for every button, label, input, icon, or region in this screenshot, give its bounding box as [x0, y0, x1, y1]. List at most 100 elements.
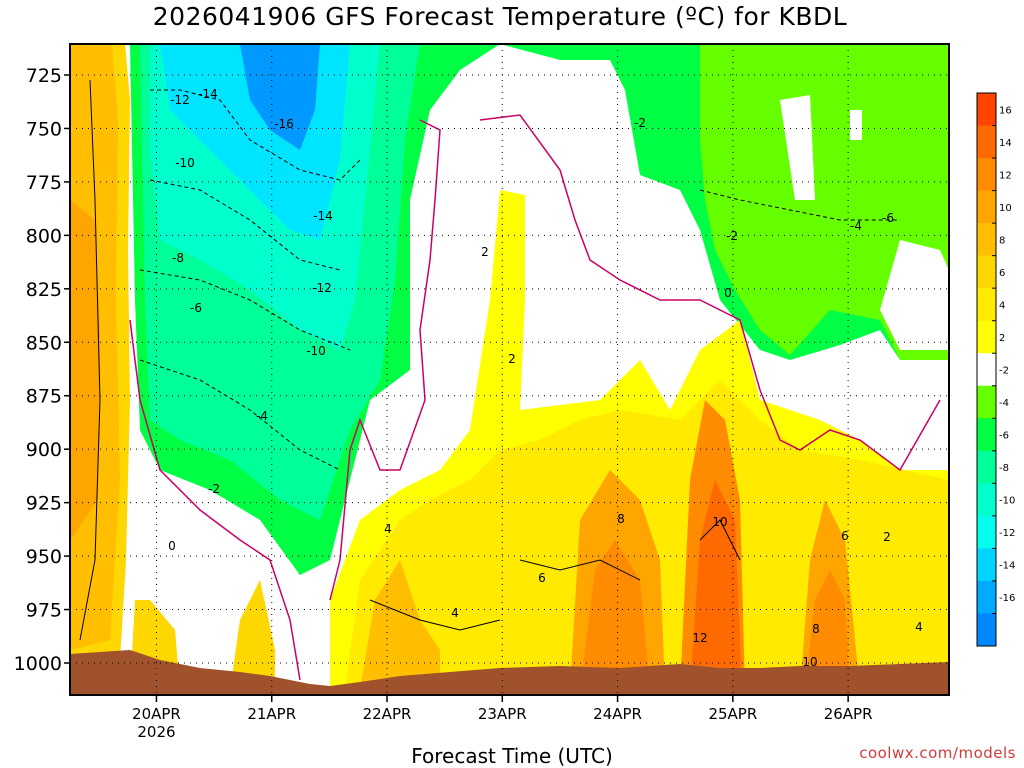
y-tick-label: 950 [26, 546, 62, 568]
warm-region-orange-5 [690, 480, 742, 690]
colorbar-tick-label: 16 [999, 105, 1012, 116]
warm-region-orange-7 [805, 570, 850, 690]
contour-label: 0 [168, 539, 176, 553]
colorbar-segment [977, 158, 996, 192]
contour-label: -2 [726, 229, 738, 243]
colorbar-segment [977, 483, 996, 517]
colorbar-tick-label: 6 [999, 268, 1005, 279]
contour-label: -10 [306, 344, 326, 358]
y-tick-label: 975 [26, 600, 62, 622]
contour-zero-line [329, 119, 441, 601]
contour-label: 10 [712, 515, 727, 529]
x-tick-label: 20APR [132, 705, 181, 723]
colorbar-segment [977, 613, 996, 647]
warm-region-orange-8 [230, 580, 275, 690]
colorbar-tick-label: -2 [999, 366, 1009, 377]
colorbar-segment [977, 255, 996, 289]
colorbar-tick-label: -12 [999, 528, 1015, 539]
colorbar-segment [977, 548, 996, 582]
contour-label: 4 [915, 620, 923, 634]
contour-label: -10 [175, 156, 195, 170]
ground [70, 650, 949, 695]
colorbar-tick-label: 2 [999, 333, 1005, 344]
colorbar-tick-label: -8 [999, 463, 1009, 474]
credit-text: coolwx.com/models [859, 744, 1016, 762]
y-tick-label: 825 [26, 279, 62, 301]
contour-label: -6 [190, 301, 202, 315]
x-tick-label: 24APR [593, 705, 642, 723]
y-tick-label: 800 [26, 225, 62, 247]
colorbar-segment [977, 450, 996, 484]
contour-label: 8 [812, 622, 820, 636]
contour-label: -12 [170, 93, 190, 107]
colorbar-segment [977, 320, 996, 354]
colorbar-segment [977, 385, 996, 419]
colorbar-tick-label: 10 [999, 203, 1012, 214]
contour-label: 6 [538, 571, 546, 585]
contour-label: 4 [451, 606, 459, 620]
colorbar-segment [977, 353, 996, 387]
contour-label: 2 [883, 530, 891, 544]
contour-label: -14 [313, 209, 333, 223]
colorbar-segment [977, 223, 996, 257]
x-tick-label: 25APR [708, 705, 757, 723]
warm-region-left-hot [70, 200, 100, 540]
chart-title: 2026041906 GFS Forecast Temperature (ºC)… [152, 2, 848, 31]
y-tick-label: 775 [26, 172, 62, 194]
colorbar-segment [977, 515, 996, 549]
contour-label: 2 [481, 245, 489, 259]
contour-label: -14 [198, 87, 218, 101]
contour-label: 10 [802, 655, 817, 669]
contour-label: 8 [617, 512, 625, 526]
colorbar-tick-label: -14 [999, 561, 1015, 572]
colorbar-segment [977, 93, 996, 127]
colorbar-tick-label: 12 [999, 170, 1012, 181]
contour-label: -4 [256, 409, 268, 423]
contour-label: -2 [634, 116, 646, 130]
colorbar-frame [976, 92, 997, 647]
y-axis: 725 750 775 800 825 850 875 900 925 950 975 1000 [14, 65, 70, 675]
warm-region-orange-3 [580, 540, 650, 690]
colorbar: 16 14 12 10 8 6 4 2 -2 -4 -6 -8 -10 -12 -14 -16 [976, 92, 1015, 647]
colorbar-tick-label: 8 [999, 235, 1005, 246]
colorbar-segment [977, 288, 996, 322]
x-axis-label: Forecast Time (UTC) [411, 744, 613, 768]
x-tick-sublabel: 2026 [137, 723, 175, 741]
contour-label: -6 [882, 211, 894, 225]
warm-region-orange-1 [360, 560, 440, 690]
contour-labels: -16 -14 -12 -10 -8 -6 -4 -2 0 2 4 6 8 10 12 -10 -12 -14 -2… [168, 87, 923, 669]
y-tick-label: 750 [26, 118, 62, 140]
contour-label: -2 [208, 482, 220, 496]
contour-lines [79, 79, 941, 681]
x-tick-label: 22APR [363, 705, 412, 723]
contour-label: 2 [508, 352, 516, 366]
contour-label: 12 [692, 631, 707, 645]
contour-label: -12 [312, 281, 332, 295]
colorbar-segment [977, 125, 996, 159]
x-tick-label: 21APR [247, 705, 296, 723]
colorbar-tick-label: -4 [999, 398, 1009, 409]
colorbar-tick-label: 4 [999, 300, 1005, 311]
colorbar-segment [977, 580, 996, 614]
contour-label: -4 [850, 219, 862, 233]
y-tick-label: 850 [26, 332, 62, 354]
cold-region-right [700, 44, 949, 360]
colorbar-segment [977, 190, 996, 224]
colorbar-segment [977, 418, 996, 452]
contour-zero-line-2 [479, 114, 941, 472]
contour-label: 4 [384, 522, 392, 536]
y-tick-label: 1000 [14, 653, 62, 675]
contour-label: 6 [841, 529, 849, 543]
y-tick-label: 900 [26, 439, 62, 461]
plot-frame [69, 43, 950, 696]
y-tick-label: 925 [26, 493, 62, 515]
x-tick-label: 23APR [478, 705, 527, 723]
colorbar-tick-label: -6 [999, 431, 1009, 442]
y-tick-label: 875 [26, 386, 62, 408]
colorbar-tick-label: -10 [999, 496, 1015, 507]
contour-label: 0 [724, 286, 732, 300]
grid [70, 44, 949, 695]
y-tick-label: 725 [26, 65, 62, 87]
